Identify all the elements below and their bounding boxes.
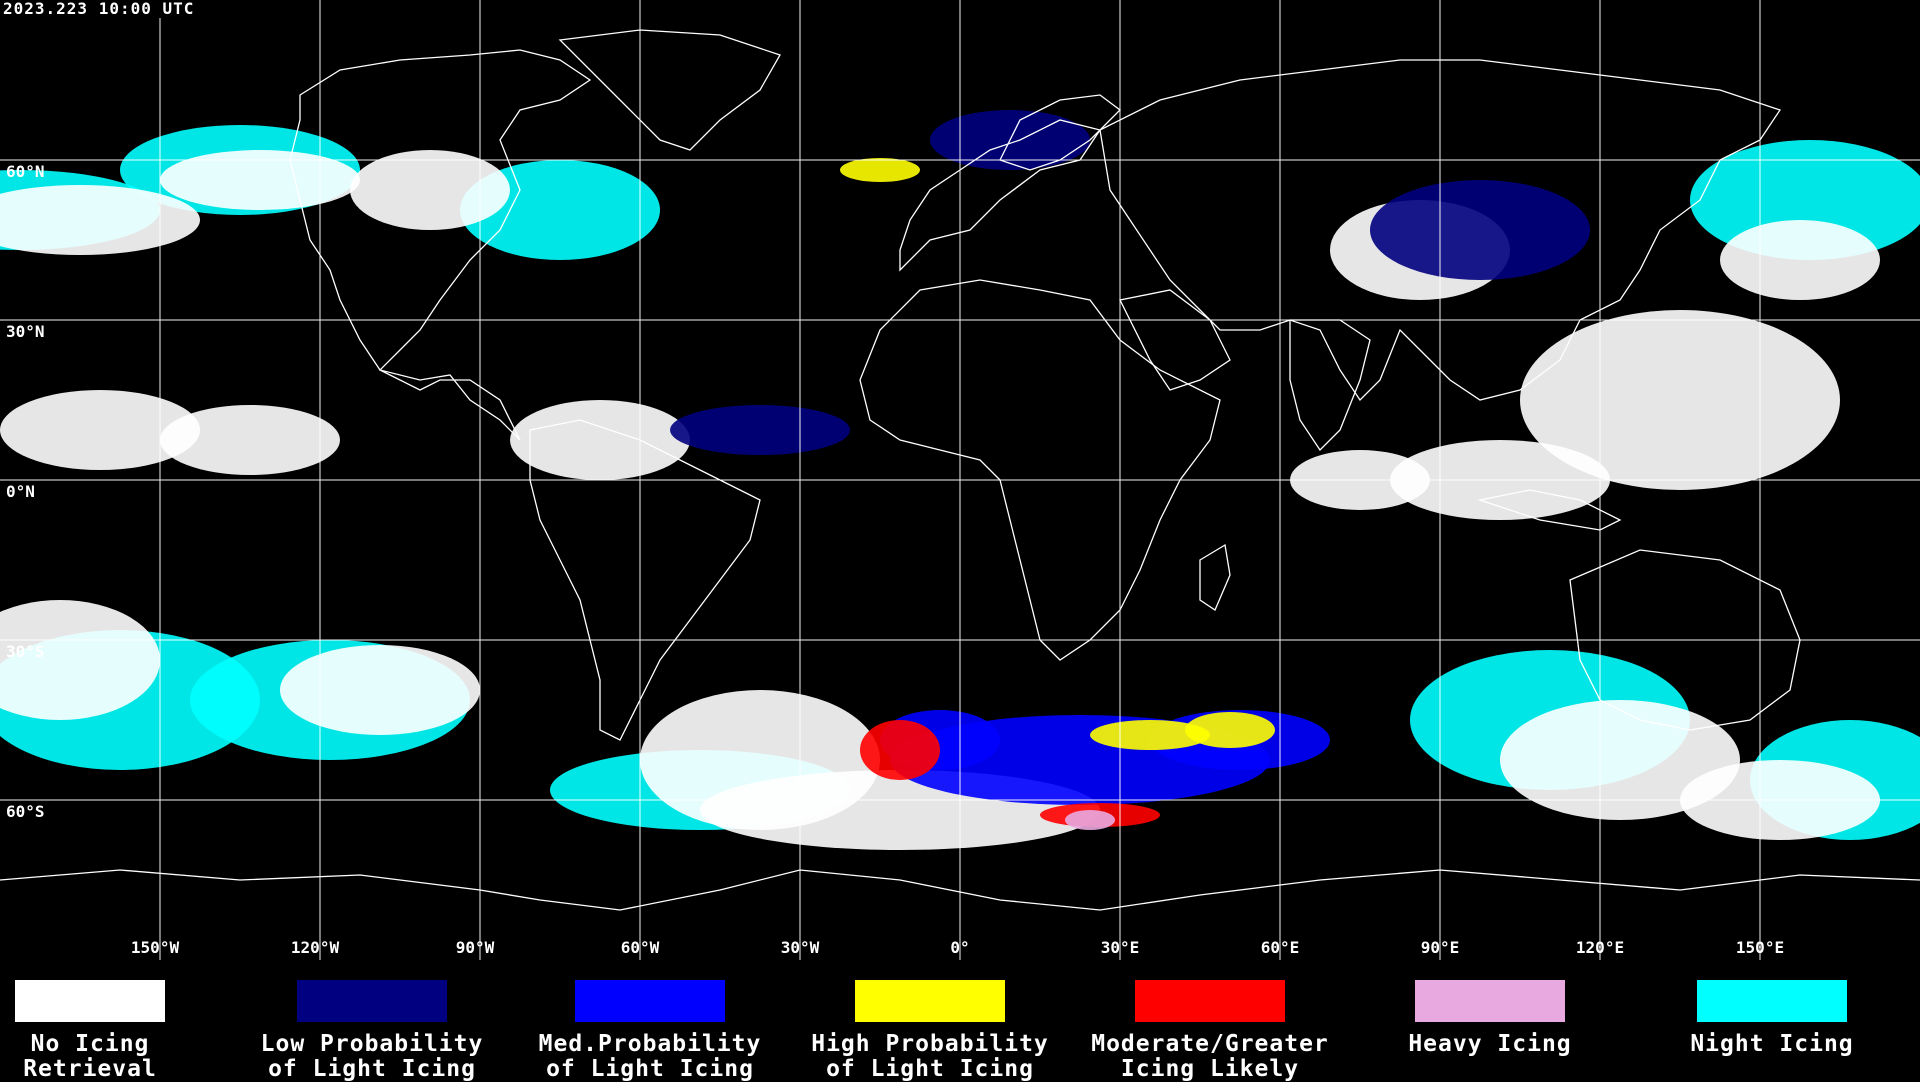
coastline-antarctica bbox=[0, 869, 1920, 911]
coastline-greenland bbox=[558, 29, 781, 151]
legend-swatch-high-probability bbox=[855, 980, 1005, 1022]
legend-label-no-icing: No Icing Retrieval bbox=[23, 1031, 157, 1082]
cloud-patch bbox=[1720, 220, 1880, 300]
legend-label-high-probability: High Probability of Light Icing bbox=[811, 1031, 1049, 1082]
legend-item-med-probability: Med.Probability of Light Icing bbox=[525, 960, 775, 1082]
coastline-africa bbox=[859, 279, 1221, 661]
legend-swatch-night bbox=[1697, 980, 1847, 1022]
cloud-patch bbox=[1065, 810, 1115, 830]
icing-map: 2023.223 10:00 UTC 60°N 30°N 0°N 30°S 60… bbox=[0, 0, 1920, 960]
cloud-patch bbox=[1370, 180, 1590, 280]
lon-label-90e: 90°E bbox=[1420, 938, 1460, 957]
lat-lon-grid bbox=[0, 0, 1920, 960]
cloud-patch bbox=[160, 405, 340, 475]
lat-label-60n: 60°N bbox=[6, 162, 45, 181]
legend-swatch-med-probability bbox=[575, 980, 725, 1022]
cloud-patch bbox=[1185, 712, 1275, 748]
coastline-asia bbox=[1099, 59, 1782, 402]
lat-label-30s: 30°S bbox=[6, 642, 45, 661]
lon-label-120e: 120°E bbox=[1575, 938, 1625, 957]
lat-label-30n: 30°N bbox=[6, 322, 45, 341]
coastline-europe bbox=[899, 119, 1102, 272]
legend-label-heavy: Heavy Icing bbox=[1408, 1031, 1572, 1057]
legend-swatch-moderate-greater bbox=[1135, 980, 1285, 1022]
lat-label-60s: 60°S bbox=[6, 802, 45, 821]
legend-swatch-heavy bbox=[1415, 980, 1565, 1022]
lat-label-0n: 0°N bbox=[6, 482, 35, 501]
coastline-india bbox=[1289, 319, 1371, 452]
lon-label-60w: 60°W bbox=[620, 938, 660, 957]
legend-item-heavy: Heavy Icing bbox=[1365, 960, 1615, 1057]
coastline-madagascar bbox=[1199, 543, 1231, 611]
legend-item-high-probability: High Probability of Light Icing bbox=[805, 960, 1055, 1082]
lon-label-30e: 30°E bbox=[1100, 938, 1140, 957]
lon-label-150w: 150°W bbox=[130, 938, 180, 957]
lon-label-120w: 120°W bbox=[290, 938, 340, 957]
cloud-patch bbox=[670, 405, 850, 455]
lon-label-90w: 90°W bbox=[455, 938, 495, 957]
cloud-patch bbox=[1500, 700, 1740, 820]
legend-label-night: Night Icing bbox=[1690, 1031, 1854, 1057]
cloud-patch bbox=[860, 720, 940, 780]
cloud-patch bbox=[0, 600, 160, 720]
cloud-patch bbox=[0, 185, 200, 255]
legend-label-med-probability: Med.Probability of Light Icing bbox=[538, 1031, 762, 1082]
coastline-north-america bbox=[289, 49, 592, 441]
cloud-patch bbox=[460, 160, 660, 260]
legend-item-low-probability: Low Probability of Light Icing bbox=[247, 960, 497, 1082]
timestamp: 2023.223 10:00 UTC bbox=[3, 0, 195, 18]
legend-swatch-no-icing bbox=[15, 980, 165, 1022]
coastline-layer bbox=[0, 29, 1920, 911]
legend: No Icing Retrieval Low Probability of Li… bbox=[0, 960, 1920, 1082]
legend-label-moderate-greater: Moderate/Greater Icing Likely bbox=[1091, 1031, 1329, 1082]
legend-item-no-icing: No Icing Retrieval bbox=[0, 960, 215, 1082]
legend-item-moderate-greater: Moderate/Greater Icing Likely bbox=[1085, 960, 1335, 1082]
legend-swatch-low-probability bbox=[297, 980, 447, 1022]
cloud-patch bbox=[510, 400, 690, 480]
coastline-indonesia bbox=[1477, 489, 1622, 531]
legend-label-low-probability: Low Probability of Light Icing bbox=[260, 1031, 484, 1082]
icing-cloud-layer bbox=[0, 110, 1920, 850]
cloud-patch bbox=[0, 390, 200, 470]
map-canvas bbox=[0, 0, 1920, 960]
lon-label-0: 0° bbox=[950, 938, 970, 957]
cloud-patch bbox=[280, 645, 480, 735]
cloud-patch bbox=[840, 158, 920, 182]
legend-item-night: Night Icing bbox=[1647, 960, 1897, 1057]
lon-label-60e: 60°E bbox=[1260, 938, 1300, 957]
lon-label-30w: 30°W bbox=[780, 938, 820, 957]
coastline-arabia bbox=[1119, 289, 1231, 391]
cloud-patch bbox=[160, 150, 360, 210]
lon-label-150e: 150°E bbox=[1735, 938, 1785, 957]
coastline-australia bbox=[1569, 549, 1801, 731]
cloud-patch bbox=[350, 150, 510, 230]
